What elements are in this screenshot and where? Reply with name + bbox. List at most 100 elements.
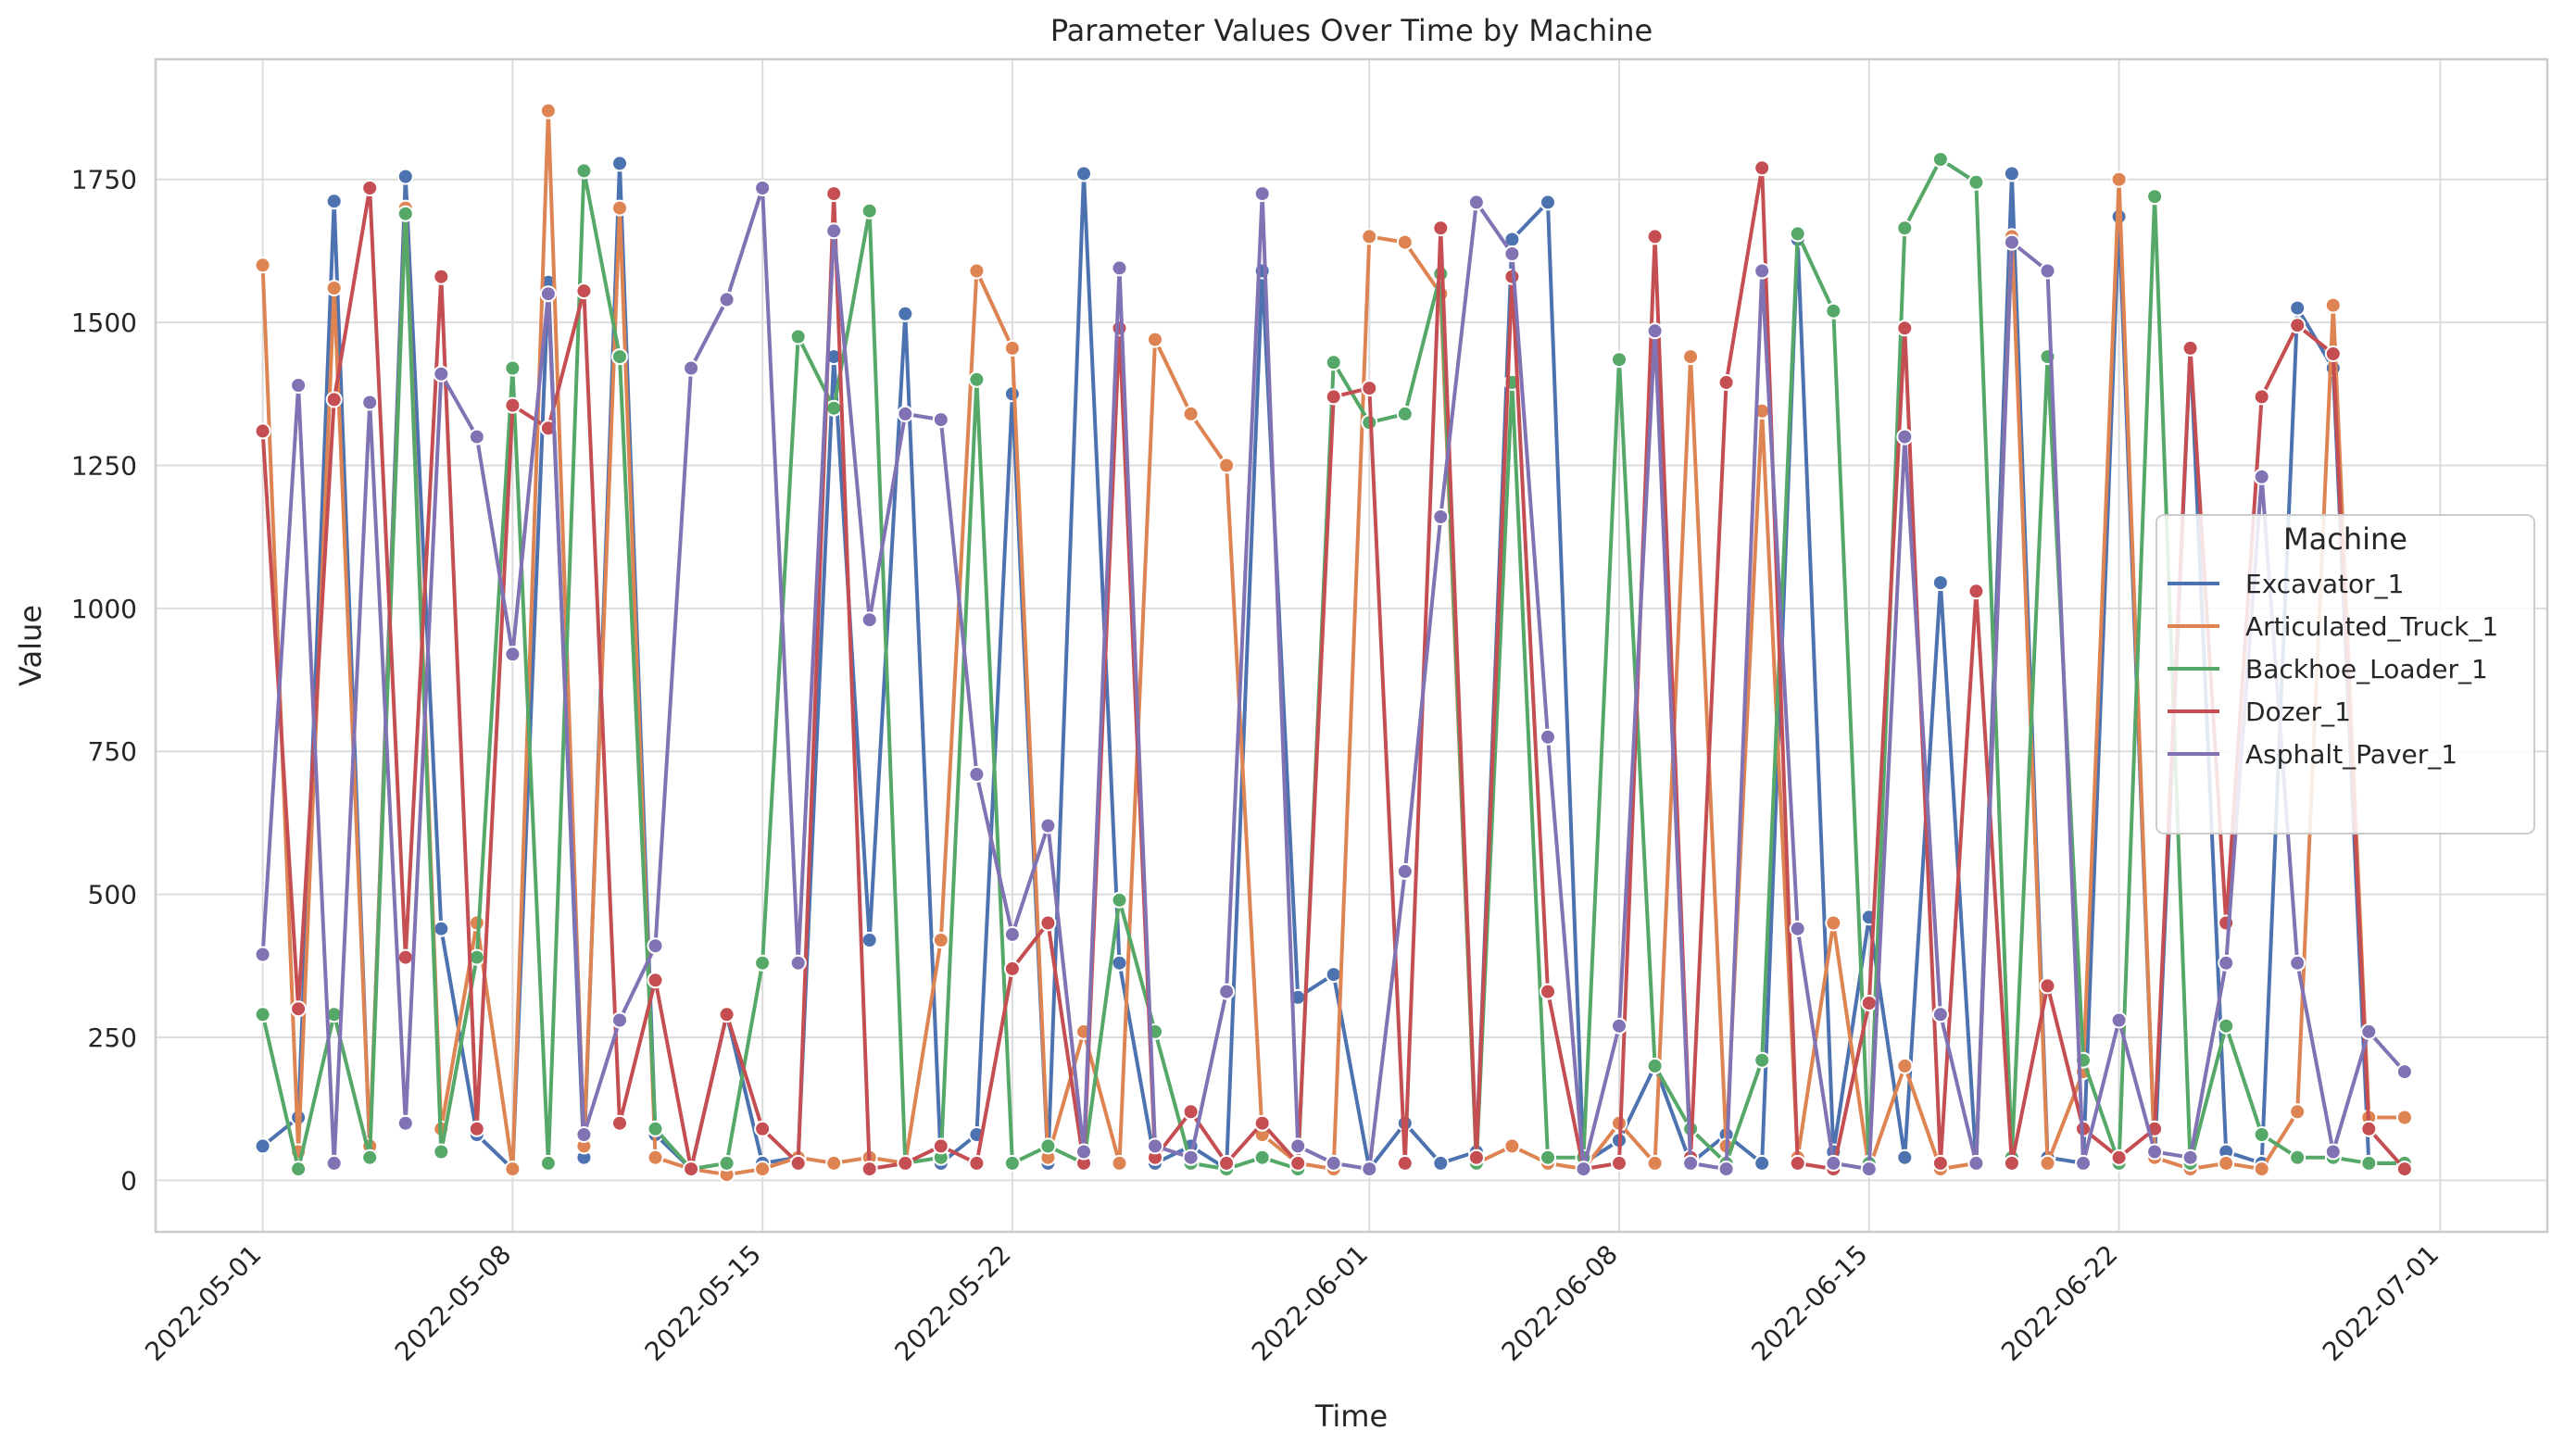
data-point [897, 1154, 914, 1172]
data-point [2218, 954, 2235, 972]
legend-entry: Articulated_Truck_1 [2245, 611, 2498, 642]
data-point [2324, 296, 2342, 314]
series-layer [254, 102, 2413, 1184]
data-point [1289, 1137, 1307, 1155]
data-point [1147, 331, 1163, 348]
data-point [1075, 1143, 1092, 1161]
data-point [1039, 817, 1057, 835]
data-point [2395, 1063, 2413, 1081]
data-point [575, 1126, 593, 1143]
data-point [754, 954, 772, 972]
data-point [1931, 151, 1949, 169]
data-point [754, 1120, 772, 1137]
data-point [611, 199, 628, 217]
data-point [718, 1006, 735, 1023]
data-point [861, 932, 878, 948]
y-tick-label: 0 [120, 1165, 137, 1196]
data-point [1147, 1137, 1163, 1155]
data-point [396, 948, 414, 966]
data-point [2253, 388, 2270, 406]
data-point [325, 391, 343, 408]
data-point [1289, 1154, 1307, 1172]
data-point [1111, 259, 1128, 277]
data-point [254, 1006, 271, 1023]
data-point [968, 262, 986, 280]
data-point [325, 1154, 343, 1172]
data-point [2110, 170, 2128, 188]
data-point [718, 291, 735, 308]
data-point [1182, 405, 1200, 422]
data-point [1825, 302, 1842, 320]
data-point [932, 411, 949, 429]
data-point [539, 1154, 557, 1172]
data-point [1967, 583, 1985, 600]
data-point [1039, 1137, 1057, 1155]
data-point [647, 1120, 664, 1137]
y-tick-label: 250 [88, 1023, 137, 1053]
data-point [254, 1137, 271, 1155]
data-point [1540, 194, 1556, 211]
data-point [1218, 1154, 1236, 1172]
data-point [2039, 977, 2056, 995]
data-point [683, 1161, 700, 1178]
y-tick-label: 1250 [71, 450, 137, 481]
data-point [1111, 320, 1128, 337]
data-point [254, 946, 271, 963]
data-point [325, 193, 343, 210]
data-point [1111, 954, 1128, 972]
data-point [2039, 1154, 2056, 1172]
data-point [1753, 1154, 1771, 1172]
data-point [825, 1154, 843, 1172]
data-point [1753, 262, 1771, 280]
data-point [1432, 1154, 1450, 1172]
data-point [433, 365, 450, 383]
data-point [2003, 165, 2020, 182]
y-tick-label: 500 [88, 880, 137, 910]
data-point [2324, 1143, 2342, 1161]
data-point [1039, 914, 1057, 932]
data-point [861, 611, 878, 629]
data-point [683, 359, 700, 377]
data-point [468, 1120, 485, 1137]
data-point [2146, 1143, 2164, 1161]
data-point [396, 168, 414, 185]
data-point [290, 1161, 308, 1178]
data-point [2289, 1103, 2306, 1121]
data-point [789, 1154, 807, 1172]
legend-title: Machine [2283, 521, 2407, 557]
data-point [2075, 1154, 2092, 1172]
x-axis-label: Time [1314, 1399, 1388, 1434]
data-point [2110, 1011, 2128, 1029]
data-point [1253, 185, 1271, 203]
y-tick-label: 750 [88, 736, 137, 767]
data-point [2218, 914, 2235, 932]
data-point [1361, 228, 1378, 245]
data-point [1111, 1154, 1128, 1172]
data-point [1611, 351, 1628, 369]
data-point [754, 180, 772, 196]
data-point [825, 185, 843, 203]
data-point [2253, 1161, 2270, 1178]
data-point [647, 937, 664, 955]
data-point [504, 646, 522, 663]
y-tick-label: 1750 [71, 165, 137, 195]
data-point [1218, 983, 1236, 1000]
data-point [1325, 966, 1342, 984]
legend-entry: Excavator_1 [2245, 569, 2405, 599]
data-point [539, 285, 557, 303]
data-point [2110, 1148, 2128, 1166]
data-point [932, 932, 949, 948]
data-point [2360, 1023, 2378, 1040]
data-point [718, 1154, 735, 1172]
data-point [1753, 159, 1771, 177]
data-point [396, 205, 414, 222]
data-point [1931, 574, 1949, 592]
data-point [1396, 233, 1414, 251]
data-point [1218, 457, 1236, 474]
data-point [1931, 1154, 1949, 1172]
data-point [611, 348, 628, 366]
data-point [1003, 960, 1021, 977]
data-point [1432, 220, 1450, 237]
